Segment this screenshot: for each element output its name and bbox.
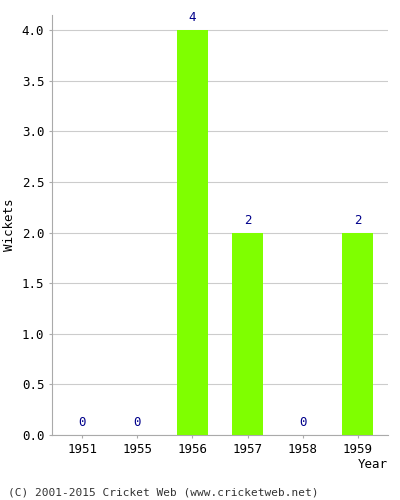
Text: 2: 2	[354, 214, 361, 226]
Text: Year: Year	[358, 458, 388, 470]
Bar	[342, 232, 373, 435]
Y-axis label: Wickets: Wickets	[3, 198, 16, 251]
Text: 0: 0	[134, 416, 141, 429]
Bar	[177, 30, 208, 435]
Text: 2: 2	[244, 214, 251, 226]
Text: 4: 4	[189, 11, 196, 24]
Text: (C) 2001-2015 Cricket Web (www.cricketweb.net): (C) 2001-2015 Cricket Web (www.cricketwe…	[8, 488, 318, 498]
Bar	[232, 232, 263, 435]
Text: 0: 0	[299, 416, 306, 429]
Text: 0: 0	[79, 416, 86, 429]
